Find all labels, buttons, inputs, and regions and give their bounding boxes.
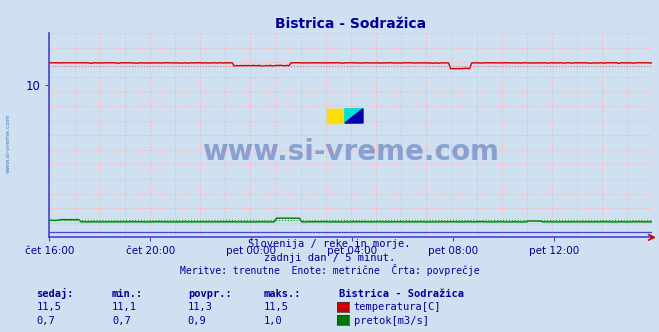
- Text: Bistrica - Sodražica: Bistrica - Sodražica: [339, 289, 465, 299]
- Text: povpr.:: povpr.:: [188, 289, 231, 299]
- Text: 11,3: 11,3: [188, 302, 213, 312]
- Text: www.si-vreme.com: www.si-vreme.com: [202, 138, 500, 166]
- Text: www.si-vreme.com: www.si-vreme.com: [5, 113, 11, 173]
- Text: 11,5: 11,5: [36, 302, 61, 312]
- Text: Slovenija / reke in morje.: Slovenija / reke in morje.: [248, 239, 411, 249]
- Bar: [327, 109, 345, 123]
- Text: sedaj:: sedaj:: [36, 288, 74, 299]
- Text: 0,7: 0,7: [112, 316, 130, 326]
- Text: 0,9: 0,9: [188, 316, 206, 326]
- Text: maks.:: maks.:: [264, 289, 301, 299]
- Text: 11,5: 11,5: [264, 302, 289, 312]
- Title: Bistrica - Sodražica: Bistrica - Sodražica: [275, 17, 426, 31]
- Text: 0,7: 0,7: [36, 316, 55, 326]
- Text: 1,0: 1,0: [264, 316, 282, 326]
- Text: temperatura[C]: temperatura[C]: [354, 302, 442, 312]
- Polygon shape: [345, 109, 363, 123]
- Text: 11,1: 11,1: [112, 302, 137, 312]
- Text: min.:: min.:: [112, 289, 143, 299]
- Text: pretok[m3/s]: pretok[m3/s]: [354, 316, 429, 326]
- Polygon shape: [345, 109, 363, 123]
- Text: zadnji dan / 5 minut.: zadnji dan / 5 minut.: [264, 253, 395, 263]
- Text: Meritve: trenutne  Enote: metrične  Črta: povprečje: Meritve: trenutne Enote: metrične Črta: …: [180, 264, 479, 276]
